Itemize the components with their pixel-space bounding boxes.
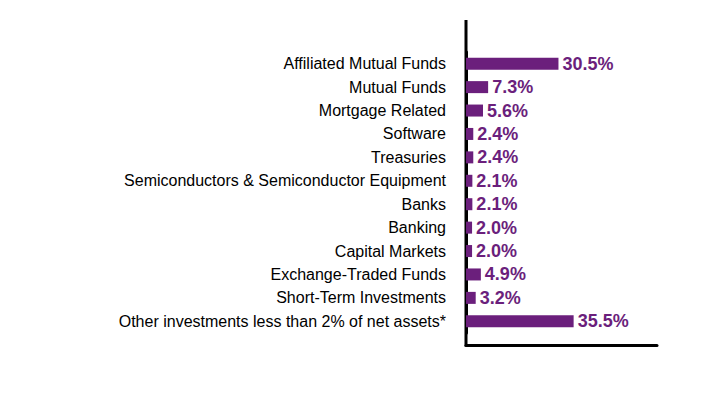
svg-text:2.1%: 2.1% (476, 194, 517, 214)
svg-text:Treasuries: Treasuries (371, 149, 446, 166)
svg-text:5.6%: 5.6% (487, 101, 528, 121)
svg-text:2.4%: 2.4% (477, 124, 518, 144)
svg-text:Banking: Banking (388, 219, 446, 236)
svg-text:Mutual Funds: Mutual Funds (349, 79, 446, 96)
svg-text:7.3%: 7.3% (492, 77, 533, 97)
svg-text:Other investments less than 2%: Other investments less than 2% of net as… (119, 313, 446, 330)
svg-text:30.5%: 30.5% (562, 54, 613, 74)
svg-text:35.5%: 35.5% (578, 311, 629, 331)
svg-text:Affiliated Mutual Funds: Affiliated Mutual Funds (284, 55, 446, 72)
svg-text:Banks: Banks (402, 196, 446, 213)
svg-text:Short-Term Investments: Short-Term Investments (276, 289, 446, 306)
svg-text:2.4%: 2.4% (477, 147, 518, 167)
svg-text:Software: Software (383, 125, 446, 142)
svg-text:2.1%: 2.1% (476, 171, 517, 191)
svg-text:2.0%: 2.0% (476, 241, 517, 261)
svg-text:2.0%: 2.0% (476, 218, 517, 238)
svg-text:Capital Markets: Capital Markets (335, 243, 446, 260)
svg-text:Exchange-Traded Funds: Exchange-Traded Funds (270, 266, 446, 283)
svg-text:Mortgage Related: Mortgage Related (319, 102, 446, 119)
svg-text:4.9%: 4.9% (485, 264, 526, 284)
svg-text:Semiconductors & Semiconductor: Semiconductors & Semiconductor Equipment (124, 172, 446, 189)
svg-text:3.2%: 3.2% (480, 288, 521, 308)
